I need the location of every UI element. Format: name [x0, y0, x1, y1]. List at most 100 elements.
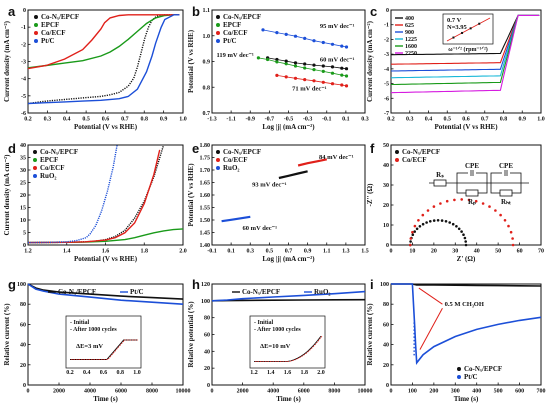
data-point-green: [293, 64, 298, 68]
inset-legend: - After 1000 cycles: [70, 327, 117, 333]
x-tick-label: 0.8: [500, 117, 508, 123]
nyquist-point-red: [460, 198, 464, 201]
data-point-black: [303, 62, 307, 66]
data-point-green: [344, 74, 349, 78]
nyquist-point-black: [425, 221, 428, 224]
fit-line-black: [278, 170, 308, 180]
x-tick-label: 1.2: [24, 249, 32, 255]
y-tick-label: 80: [204, 316, 210, 322]
panel-letter-e: e: [192, 141, 199, 156]
x-tick-label: 2000: [53, 389, 65, 395]
x-tick-label: 2.0: [179, 249, 187, 255]
x-tick-label: 0: [390, 249, 393, 255]
data-point-black: [321, 64, 325, 68]
inset-curve: [255, 335, 323, 363]
y-tick-label: -4: [384, 67, 389, 73]
series-line-blue: [27, 144, 118, 244]
nyquist-point-black: [463, 236, 467, 240]
series-line-green: [27, 14, 180, 69]
legend-marker: [216, 15, 220, 19]
legend-label: Co/ECF: [223, 156, 248, 164]
y-tick-label: 20: [20, 363, 26, 369]
y-tick-label: 40: [20, 343, 26, 349]
nyquist-point-black: [436, 219, 440, 222]
x-tick-label: 1.5: [361, 249, 369, 255]
x-tick-label: 8000: [146, 389, 158, 395]
y-tick-label: 80: [20, 302, 26, 308]
inset-point: [478, 22, 481, 25]
nyquist-point-red: [509, 230, 513, 234]
nyquist-point-red: [511, 237, 514, 240]
x-tick-label: 0.9: [304, 249, 312, 255]
x-tick-label: 6000: [298, 389, 310, 395]
series-line-blue: [391, 283, 542, 365]
series-line-black: [27, 283, 184, 300]
y-tick-label: 20: [383, 203, 389, 209]
x-tick-label: 30: [452, 249, 458, 255]
data-point-red: [293, 76, 298, 80]
x-tick-label: 0.7: [481, 117, 489, 123]
y-tick-label: 1.0: [203, 34, 211, 40]
legend-label: Pt/C: [41, 37, 55, 45]
inset-legend: - Initial: [70, 320, 90, 326]
x-tick-label: 0.9: [160, 117, 168, 123]
nyquist-point-red: [421, 213, 425, 217]
y-tick-label: 60: [204, 333, 210, 339]
slope-annotation: 95 mV dec⁻¹: [320, 23, 355, 30]
y-tick-label: -4: [21, 77, 26, 83]
y-tick-label: 50: [383, 143, 389, 149]
x-tick-label: -0.1: [207, 249, 217, 255]
plot-frame: [27, 283, 184, 386]
legend-label: Pt/C: [223, 37, 237, 45]
data-point-red: [344, 84, 349, 88]
legend-label: 2250: [405, 51, 417, 57]
data-point-black: [293, 61, 298, 65]
x-tick-label: 10000: [176, 389, 191, 395]
panel-b: b -1.3 -1.1 -0.9 -0.7 -0.5 -0.3 -0.1 0.1 0.3 0.7 0.…: [187, 4, 369, 131]
fit-line-black: [267, 57, 347, 70]
nyquist-point-black: [462, 233, 465, 236]
nyquist-point-black: [460, 230, 463, 233]
circuit-resistor: [499, 189, 513, 197]
data-point-blue: [340, 44, 344, 48]
data-point-red: [321, 80, 325, 84]
y-axis-label: Relative current (%): [366, 303, 374, 366]
legend-label: RuO₂: [223, 164, 240, 172]
nyquist-point-black: [418, 225, 422, 228]
x-tick-label: 1.6: [102, 249, 110, 255]
nyquist-point-black: [429, 220, 432, 223]
nyquist-point-red: [474, 199, 478, 203]
x-tick-label: 2000: [237, 389, 249, 395]
legend-label: RuO₂: [40, 172, 57, 180]
circuit-resistor: [465, 189, 479, 197]
y-tick-label: 1.45: [200, 231, 211, 237]
legend-marker: [457, 375, 461, 379]
inset-x-tick: 1.2: [250, 370, 258, 376]
y-tick-label: 15: [20, 206, 26, 212]
x-tick-label: 20: [431, 249, 437, 255]
y-axis-label: Potential (V vs RHE): [187, 29, 195, 93]
legend-label: Co/ECF: [223, 29, 248, 37]
nyquist-point-red: [445, 199, 449, 203]
circuit-cpe: [502, 170, 510, 176]
data-point-blue: [284, 32, 288, 37]
annotation-arrow: [419, 308, 443, 350]
inset-curve: [71, 339, 138, 360]
y-tick-label: 80: [383, 302, 389, 308]
y-tick-label: 1.80: [200, 143, 211, 149]
legend-label: Co-Nₓ/EPCF: [223, 148, 261, 156]
circuit-label: Rₛ: [436, 171, 444, 179]
y-tick-label: 1.1: [203, 8, 211, 14]
x-tick-label: 0.2: [24, 117, 32, 123]
inset-x-tick: 1.8: [301, 370, 309, 376]
inset-point: [461, 31, 464, 34]
data-point-red: [303, 78, 307, 82]
legend-marker: [34, 31, 38, 35]
data-point-green: [284, 62, 288, 66]
x-tick-label: 0.4: [63, 117, 71, 123]
y-tick-label: 0.9: [203, 60, 211, 66]
data-point-green: [312, 68, 316, 72]
nyquist-point-black: [415, 227, 419, 231]
y-tick-label: 1.50: [200, 218, 211, 224]
data-point-green: [340, 73, 344, 77]
